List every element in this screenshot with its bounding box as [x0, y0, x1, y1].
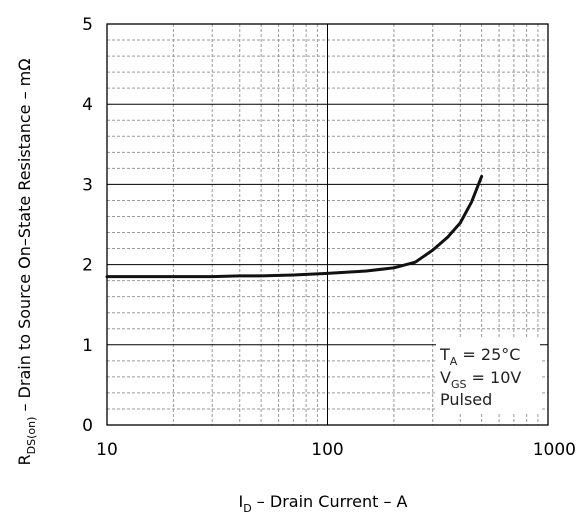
y-tick-label: 5 — [82, 15, 93, 35]
condition-temperature: TA = 25°C — [439, 345, 520, 368]
condition-pulsed: Pulsed — [440, 390, 492, 409]
x-tick-label: 100 — [311, 440, 343, 460]
x-tick-label: 10 — [96, 440, 118, 460]
y-tick-label: 3 — [82, 175, 93, 195]
y-tick-label: 2 — [82, 256, 93, 276]
plot-frame — [106, 23, 549, 426]
condition-gate-voltage: VGS = 10V — [440, 368, 521, 391]
conditions-box-bg — [436, 337, 540, 413]
series-layer — [105, 174, 484, 279]
series-line-rds-on — [105, 174, 484, 279]
x-tick-label: 1000 — [533, 440, 576, 460]
y-tick-label: 0 — [82, 416, 93, 436]
x-axis-title: ID – Drain Current – A — [239, 492, 408, 515]
y-tick-labels: 0 1 2 3 4 5 — [82, 15, 93, 436]
y-axis-title: RDS(on) – Drain to Source On–State Resis… — [15, 59, 38, 466]
grid — [106, 23, 549, 426]
y-tick-label: 1 — [82, 336, 93, 356]
y-tick-label: 4 — [82, 95, 93, 115]
x-tick-labels: 10 100 1000 — [96, 440, 576, 460]
